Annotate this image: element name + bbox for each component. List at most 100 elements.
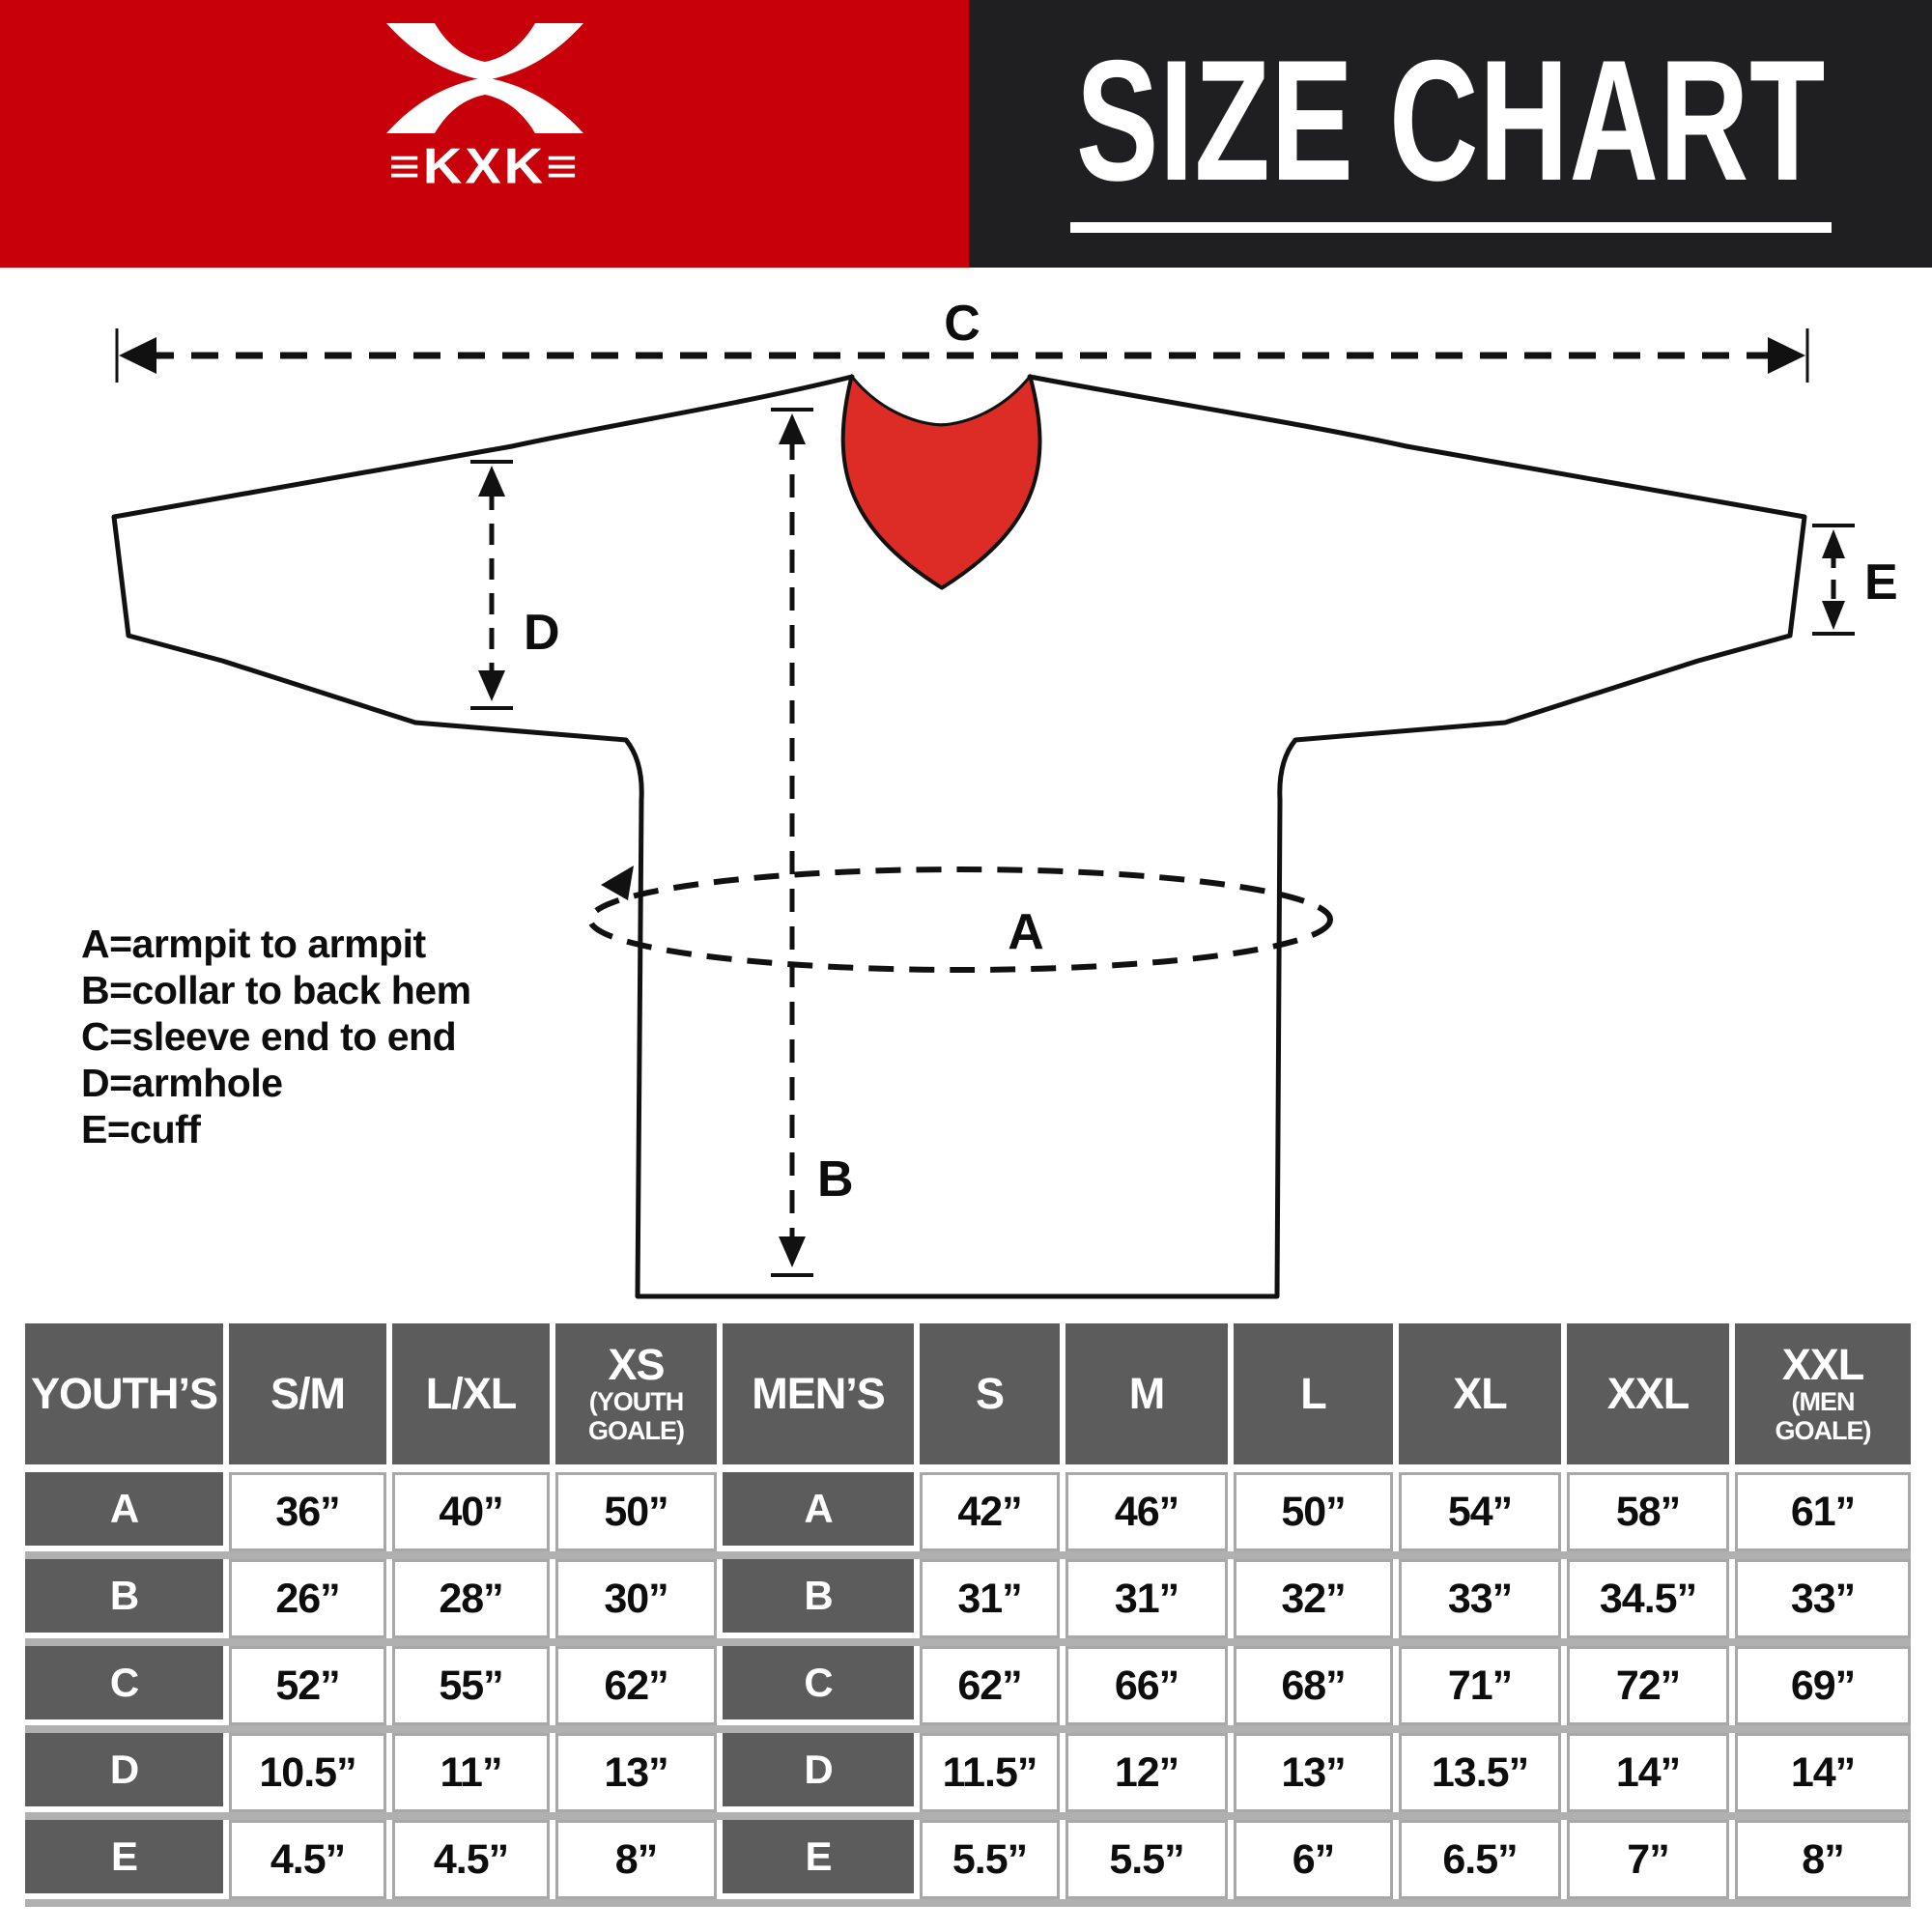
header-cell-8: XL: [1399, 1323, 1561, 1464]
measure-label-c: C: [944, 296, 980, 352]
measure-label-e: E: [1864, 554, 1898, 611]
men-value: 72”: [1567, 1646, 1729, 1725]
header-cell-label: XXL: [1606, 1369, 1690, 1418]
title-panel: SIZE CHART: [969, 0, 1932, 268]
size-table: YOUTH’S S/M L/XL XS (YOUTH GOALE) MEN’S S M L XL X…: [25, 1323, 1911, 1907]
table-row-E: E 4.5” 4.5” 8” E 5.5” 5.5” 6” 6.5” 7” 8”: [25, 1820, 1911, 1899]
measure-label-b: B: [817, 1151, 854, 1208]
men-value: 54”: [1399, 1472, 1561, 1551]
men-value: 14”: [1735, 1733, 1911, 1812]
collar-red-band: [841, 373, 1041, 589]
row-label-youth-C: C: [25, 1646, 223, 1719]
row-separator: [25, 1551, 1911, 1559]
youth-value: 28”: [392, 1559, 550, 1638]
men-value: 50”: [1234, 1472, 1393, 1551]
header-cell-9: XXL: [1567, 1323, 1729, 1464]
header-cell-0: YOUTH’S: [25, 1323, 223, 1464]
men-value: 71”: [1399, 1646, 1561, 1725]
youth-value: 11”: [392, 1733, 550, 1812]
row-separator: [25, 1812, 1911, 1820]
legend-item-c: C=sleeve end to end: [81, 1014, 457, 1059]
youth-value: 50”: [555, 1472, 717, 1551]
row-separator: [25, 1725, 1911, 1733]
header-cell-6: M: [1065, 1323, 1228, 1464]
youth-value: 26”: [229, 1559, 386, 1638]
header-cell-label: XXL: [1781, 1340, 1865, 1389]
row-label-youth-B: B: [25, 1559, 223, 1633]
youth-value: 62”: [555, 1646, 717, 1725]
size-table-header-row: YOUTH’S S/M L/XL XS (YOUTH GOALE) MEN’S S M L XL X…: [25, 1323, 1911, 1464]
header-cell-label: YOUTH’S: [30, 1369, 218, 1418]
youth-value: 8”: [555, 1820, 717, 1899]
table-row-D: D 10.5” 11” 13” D 11.5” 12” 13” 13.5” 14” 14”: [25, 1733, 1911, 1812]
men-value: 12”: [1065, 1733, 1228, 1812]
header-cell-label: L: [1300, 1369, 1326, 1418]
header-cell-label: M: [1128, 1369, 1165, 1418]
men-value: 66”: [1065, 1646, 1228, 1725]
row-label-men-B: B: [723, 1559, 914, 1633]
header-cell-label: XL: [1453, 1369, 1508, 1418]
men-value: 5.5”: [920, 1820, 1060, 1899]
header-cell-label: L/XL: [425, 1369, 517, 1418]
legend-item-b: B=collar to back hem: [81, 968, 471, 1012]
men-value: 8”: [1735, 1820, 1911, 1899]
row-label-men-C: C: [723, 1646, 914, 1719]
youth-value: 30”: [555, 1559, 717, 1638]
youth-value: 52”: [229, 1646, 386, 1725]
men-value: 62”: [920, 1646, 1060, 1725]
row-label-youth-A: A: [25, 1472, 223, 1546]
men-value: 6.5”: [1399, 1820, 1561, 1899]
men-value: 32”: [1234, 1559, 1393, 1638]
measurement-legend: A=armpit to armpit B=collar to back hem …: [81, 921, 471, 1152]
men-value: 58”: [1567, 1472, 1729, 1551]
table-row-B: B 26” 28” 30” B 31” 31” 32” 33” 34.5” 33”: [25, 1559, 1911, 1638]
row-label-men-A: A: [723, 1472, 914, 1546]
youth-value: 10.5”: [229, 1733, 386, 1812]
men-value: 31”: [920, 1559, 1060, 1638]
men-value: 69”: [1735, 1646, 1911, 1725]
youth-value: 4.5”: [229, 1820, 386, 1899]
header-cell-10: XXL (MEN GOALE): [1735, 1323, 1911, 1464]
header-cell-label: S: [975, 1369, 1005, 1418]
men-value: 31”: [1065, 1559, 1228, 1638]
measure-label-d: D: [524, 605, 560, 661]
men-value: 6”: [1234, 1820, 1393, 1899]
row-label-youth-D: D: [25, 1733, 223, 1806]
table-row-A: A 36” 40” 50” A 42” 46” 50” 54” 58” 61”: [25, 1472, 1911, 1551]
header-cell-4: MEN’S: [723, 1323, 914, 1464]
men-value: 33”: [1399, 1559, 1561, 1638]
men-value: 11.5”: [920, 1733, 1060, 1812]
men-value: 61”: [1735, 1472, 1911, 1551]
brand-name: ≡KXK≡: [388, 137, 581, 194]
row-separator: [25, 1638, 1911, 1646]
measure-label-a: A: [1008, 904, 1044, 960]
page-title: SIZE CHART: [1075, 24, 1826, 216]
kxk-x-icon: [385, 23, 583, 133]
table-row-C: C 52” 55” 62” C 62” 66” 68” 71” 72” 69”: [25, 1646, 1911, 1725]
row-label-men-E: E: [723, 1820, 914, 1893]
men-value: 68”: [1234, 1646, 1393, 1725]
header-cell-7: L: [1234, 1323, 1393, 1464]
men-value: 46”: [1065, 1472, 1228, 1551]
header-cell-sublabel: (MEN GOALE): [1775, 1387, 1872, 1445]
men-value: 13.5”: [1399, 1733, 1561, 1812]
men-value: 5.5”: [1065, 1820, 1228, 1899]
header-cell-sublabel: (YOUTH GOALE): [588, 1387, 685, 1445]
youth-value: 55”: [392, 1646, 550, 1725]
youth-value: 36”: [229, 1472, 386, 1551]
legend-item-d: D=armhole: [81, 1061, 283, 1105]
header-red-panel: [0, 0, 969, 268]
men-value: 42”: [920, 1472, 1060, 1551]
header-cell-label: MEN’S: [752, 1369, 886, 1418]
youth-value: 40”: [392, 1472, 550, 1551]
header-cell-2: L/XL: [392, 1323, 550, 1464]
youth-value: 13”: [555, 1733, 717, 1812]
row-label-men-D: D: [723, 1733, 914, 1806]
legend-item-a: A=armpit to armpit: [81, 922, 426, 966]
title-underline: [1069, 222, 1832, 233]
header-separator: [25, 1464, 1911, 1472]
row-separator: [25, 1899, 1911, 1907]
men-value: 34.5”: [1567, 1559, 1729, 1638]
